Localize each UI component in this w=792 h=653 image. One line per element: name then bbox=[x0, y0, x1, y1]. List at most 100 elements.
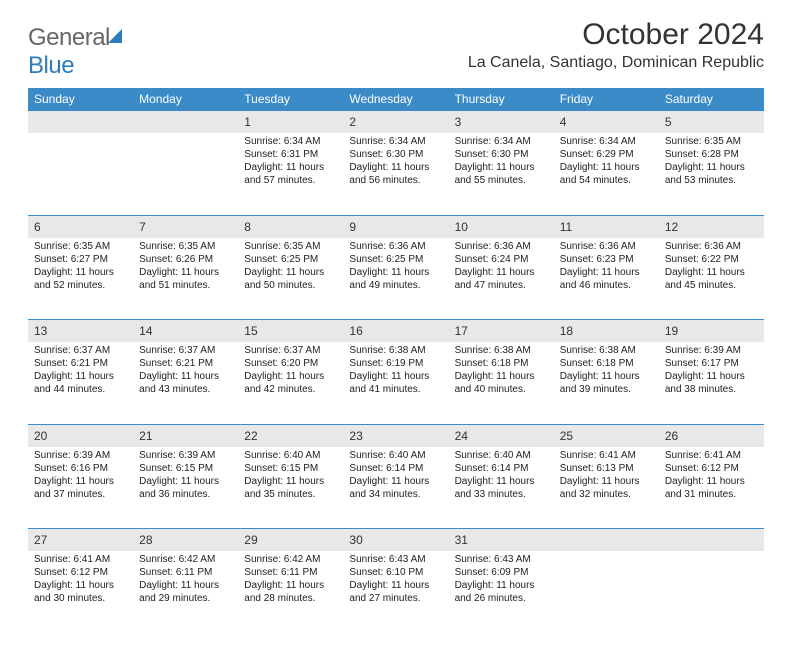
sunrise-line: Sunrise: 6:37 AM bbox=[34, 344, 127, 357]
sunset-line: Sunset: 6:11 PM bbox=[244, 566, 337, 579]
day-number-cell: 24 bbox=[449, 424, 554, 447]
day-number: 21 bbox=[139, 429, 152, 443]
empty-day-cell bbox=[554, 551, 659, 633]
day-number-cell: 14 bbox=[133, 320, 238, 343]
day-header: Thursday bbox=[449, 88, 554, 111]
sunrise-line: Sunrise: 6:40 AM bbox=[244, 449, 337, 462]
day-detail: Sunrise: 6:40 AMSunset: 6:15 PMDaylight:… bbox=[238, 447, 343, 505]
logo-text: General Blue bbox=[28, 24, 122, 80]
daylight-line: and 51 minutes. bbox=[139, 279, 232, 292]
day-number-cell: 10 bbox=[449, 215, 554, 238]
page-header: General Blue October 2024 La Canela, San… bbox=[28, 18, 764, 80]
sunset-line: Sunset: 6:25 PM bbox=[349, 253, 442, 266]
day-header: Wednesday bbox=[343, 88, 448, 111]
day-detail: Sunrise: 6:35 AMSunset: 6:26 PMDaylight:… bbox=[133, 238, 238, 296]
day-number: 24 bbox=[455, 429, 468, 443]
sunrise-line: Sunrise: 6:36 AM bbox=[665, 240, 758, 253]
day-number: 10 bbox=[455, 220, 468, 234]
daylight-line: Daylight: 11 hours bbox=[455, 370, 548, 383]
sunset-line: Sunset: 6:21 PM bbox=[139, 357, 232, 370]
day-number: 13 bbox=[34, 324, 47, 338]
daylight-line: Daylight: 11 hours bbox=[244, 475, 337, 488]
day-number-cell: 3 bbox=[449, 111, 554, 134]
day-detail: Sunrise: 6:43 AMSunset: 6:09 PMDaylight:… bbox=[449, 551, 554, 609]
day-number: 3 bbox=[455, 115, 462, 129]
sunrise-line: Sunrise: 6:43 AM bbox=[349, 553, 442, 566]
day-content-cell: Sunrise: 6:34 AMSunset: 6:31 PMDaylight:… bbox=[238, 133, 343, 215]
day-number: 1 bbox=[244, 115, 251, 129]
sunset-line: Sunset: 6:25 PM bbox=[244, 253, 337, 266]
day-detail: Sunrise: 6:34 AMSunset: 6:30 PMDaylight:… bbox=[449, 133, 554, 191]
daylight-line: and 46 minutes. bbox=[560, 279, 653, 292]
location-subtitle: La Canela, Santiago, Dominican Republic bbox=[468, 54, 764, 72]
sunset-line: Sunset: 6:21 PM bbox=[34, 357, 127, 370]
sunset-line: Sunset: 6:15 PM bbox=[139, 462, 232, 475]
day-number-cell: 25 bbox=[554, 424, 659, 447]
empty-daynum-cell bbox=[133, 111, 238, 134]
day-content-cell: Sunrise: 6:42 AMSunset: 6:11 PMDaylight:… bbox=[238, 551, 343, 633]
daylight-line: Daylight: 11 hours bbox=[139, 579, 232, 592]
sunrise-line: Sunrise: 6:35 AM bbox=[139, 240, 232, 253]
logo-word1: General bbox=[28, 24, 110, 51]
day-detail: Sunrise: 6:41 AMSunset: 6:12 PMDaylight:… bbox=[28, 551, 133, 609]
day-detail: Sunrise: 6:38 AMSunset: 6:18 PMDaylight:… bbox=[449, 342, 554, 400]
day-number: 5 bbox=[665, 115, 672, 129]
sunrise-line: Sunrise: 6:41 AM bbox=[665, 449, 758, 462]
daylight-line: and 50 minutes. bbox=[244, 279, 337, 292]
day-detail: Sunrise: 6:34 AMSunset: 6:29 PMDaylight:… bbox=[554, 133, 659, 191]
sunrise-line: Sunrise: 6:38 AM bbox=[349, 344, 442, 357]
day-detail: Sunrise: 6:43 AMSunset: 6:10 PMDaylight:… bbox=[343, 551, 448, 609]
daylight-line: Daylight: 11 hours bbox=[244, 579, 337, 592]
day-number: 4 bbox=[560, 115, 567, 129]
sunset-line: Sunset: 6:30 PM bbox=[349, 148, 442, 161]
day-detail: Sunrise: 6:41 AMSunset: 6:12 PMDaylight:… bbox=[659, 447, 764, 505]
day-number: 25 bbox=[560, 429, 573, 443]
day-number: 7 bbox=[139, 220, 146, 234]
sunrise-line: Sunrise: 6:43 AM bbox=[455, 553, 548, 566]
daylight-line: Daylight: 11 hours bbox=[244, 370, 337, 383]
daylight-line: Daylight: 11 hours bbox=[139, 475, 232, 488]
day-content-cell: Sunrise: 6:39 AMSunset: 6:15 PMDaylight:… bbox=[133, 447, 238, 529]
day-detail: Sunrise: 6:36 AMSunset: 6:25 PMDaylight:… bbox=[343, 238, 448, 296]
sunrise-line: Sunrise: 6:34 AM bbox=[455, 135, 548, 148]
daylight-line: and 27 minutes. bbox=[349, 592, 442, 605]
day-number-cell: 15 bbox=[238, 320, 343, 343]
empty-day-cell bbox=[133, 133, 238, 215]
sunrise-line: Sunrise: 6:37 AM bbox=[244, 344, 337, 357]
daylight-line: Daylight: 11 hours bbox=[34, 579, 127, 592]
day-content-cell: Sunrise: 6:41 AMSunset: 6:12 PMDaylight:… bbox=[28, 551, 133, 633]
sunset-line: Sunset: 6:28 PM bbox=[665, 148, 758, 161]
daylight-line: and 31 minutes. bbox=[665, 488, 758, 501]
sunrise-line: Sunrise: 6:40 AM bbox=[455, 449, 548, 462]
day-detail: Sunrise: 6:34 AMSunset: 6:31 PMDaylight:… bbox=[238, 133, 343, 191]
daylight-line: Daylight: 11 hours bbox=[349, 266, 442, 279]
day-number-cell: 9 bbox=[343, 215, 448, 238]
empty-daynum-cell bbox=[659, 529, 764, 552]
week-content-row: Sunrise: 6:35 AMSunset: 6:27 PMDaylight:… bbox=[28, 238, 764, 320]
day-detail: Sunrise: 6:38 AMSunset: 6:18 PMDaylight:… bbox=[554, 342, 659, 400]
day-content-cell: Sunrise: 6:35 AMSunset: 6:25 PMDaylight:… bbox=[238, 238, 343, 320]
day-detail: Sunrise: 6:36 AMSunset: 6:24 PMDaylight:… bbox=[449, 238, 554, 296]
day-detail: Sunrise: 6:37 AMSunset: 6:20 PMDaylight:… bbox=[238, 342, 343, 400]
day-detail: Sunrise: 6:36 AMSunset: 6:22 PMDaylight:… bbox=[659, 238, 764, 296]
week-content-row: Sunrise: 6:37 AMSunset: 6:21 PMDaylight:… bbox=[28, 342, 764, 424]
day-number-cell: 1 bbox=[238, 111, 343, 134]
daylight-line: Daylight: 11 hours bbox=[244, 161, 337, 174]
day-header: Saturday bbox=[659, 88, 764, 111]
day-number-cell: 26 bbox=[659, 424, 764, 447]
daylight-line: Daylight: 11 hours bbox=[349, 370, 442, 383]
day-content-cell: Sunrise: 6:35 AMSunset: 6:26 PMDaylight:… bbox=[133, 238, 238, 320]
day-number-cell: 20 bbox=[28, 424, 133, 447]
logo-triangle-icon bbox=[108, 29, 122, 43]
sunrise-line: Sunrise: 6:35 AM bbox=[34, 240, 127, 253]
daylight-line: and 54 minutes. bbox=[560, 174, 653, 187]
day-content-cell: Sunrise: 6:42 AMSunset: 6:11 PMDaylight:… bbox=[133, 551, 238, 633]
sunset-line: Sunset: 6:18 PM bbox=[455, 357, 548, 370]
day-content-cell: Sunrise: 6:38 AMSunset: 6:19 PMDaylight:… bbox=[343, 342, 448, 424]
sunrise-line: Sunrise: 6:38 AM bbox=[560, 344, 653, 357]
day-detail: Sunrise: 6:39 AMSunset: 6:15 PMDaylight:… bbox=[133, 447, 238, 505]
logo: General Blue bbox=[28, 24, 122, 80]
daylight-line: and 45 minutes. bbox=[665, 279, 758, 292]
empty-day-cell bbox=[28, 133, 133, 215]
day-content-cell: Sunrise: 6:40 AMSunset: 6:15 PMDaylight:… bbox=[238, 447, 343, 529]
